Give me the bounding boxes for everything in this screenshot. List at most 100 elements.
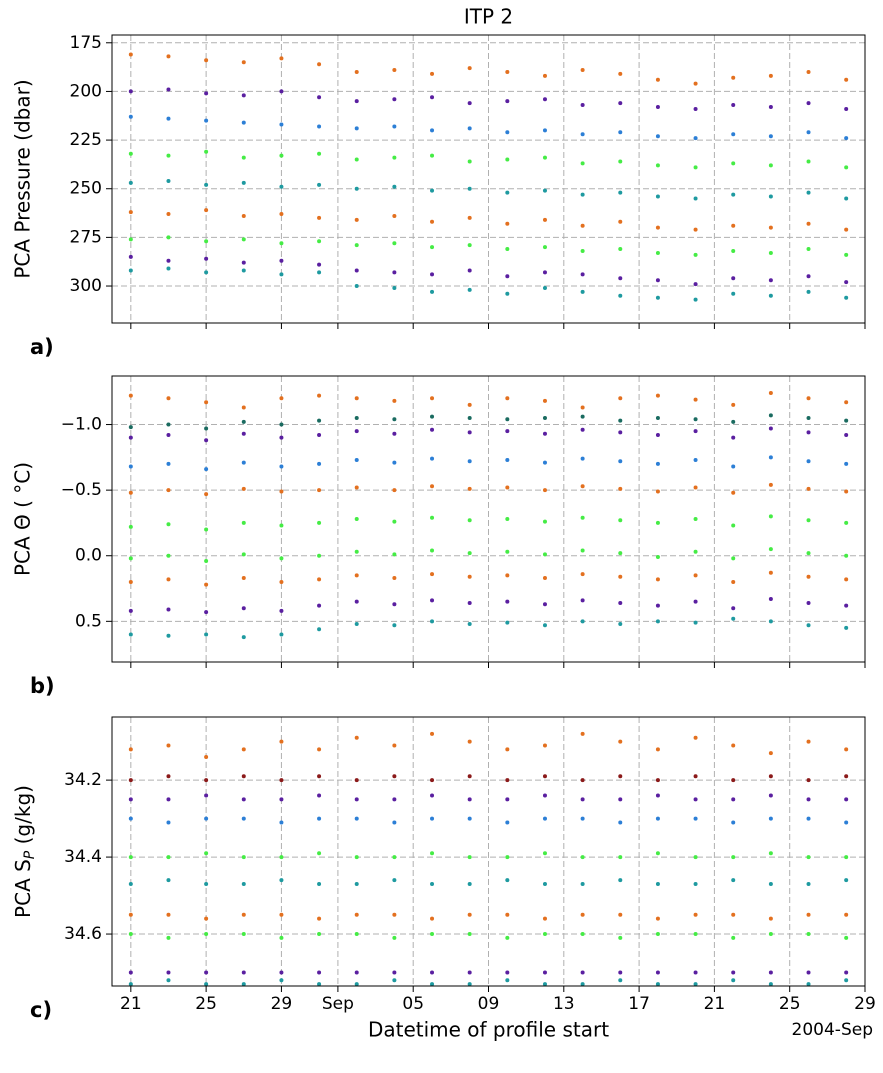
point [279,435,284,440]
point [693,227,698,232]
point [430,548,435,553]
point [430,816,435,821]
point [844,520,849,525]
point [166,522,171,527]
point [392,602,397,607]
y-axis-label: PCA SP (g/kg) [11,785,39,918]
point [354,621,359,626]
point [768,105,773,109]
point [542,217,547,222]
point [317,774,322,779]
point [467,774,472,779]
point [580,598,585,603]
point [430,272,435,277]
point [204,816,209,821]
point [354,217,359,222]
point [467,518,472,523]
point [542,623,547,628]
point [655,295,660,300]
point [166,235,171,240]
point [693,252,698,257]
point [693,797,698,802]
point [580,223,585,228]
point [731,797,736,802]
point [354,970,359,975]
point [806,221,811,226]
point [467,600,472,605]
point [354,69,359,74]
point [768,278,773,283]
point [166,912,171,917]
point [241,797,246,802]
point [392,519,397,524]
point [806,982,811,987]
point [505,855,510,860]
point [279,122,284,127]
point [655,77,660,82]
point [580,548,585,553]
x-tick-label: 13 [553,994,575,1014]
point [467,621,472,626]
point [844,252,849,257]
point [768,455,773,460]
point [317,393,322,398]
point [354,932,359,937]
point [204,632,209,637]
point [430,188,435,193]
point [542,916,547,921]
point [618,574,623,579]
point [542,519,547,524]
point [655,489,660,494]
point [317,182,322,187]
point [806,574,811,579]
point [542,270,547,275]
point [618,518,623,523]
point [204,793,209,798]
point [241,970,246,975]
point [806,415,811,420]
point [392,552,397,557]
point [580,970,585,975]
y-tick-label: −1.0 [61,415,102,435]
point [693,816,698,821]
point [844,577,849,582]
point [354,99,359,104]
point [768,597,773,602]
point [166,153,171,158]
point [768,851,773,856]
point [693,397,698,402]
point [806,855,811,860]
point [166,633,171,638]
point [241,260,246,265]
point [655,555,660,560]
point [392,398,397,403]
point [166,878,171,883]
point [392,820,397,825]
point [317,916,322,921]
point [844,820,849,825]
point [693,457,698,462]
point [655,461,660,466]
point [467,970,472,975]
point [354,882,359,887]
point [467,912,472,917]
point [430,484,435,489]
point [430,598,435,603]
point [279,878,284,883]
point [354,735,359,740]
point [204,256,209,261]
point [467,101,472,106]
point [806,289,811,294]
point [317,816,322,821]
point [467,982,472,987]
y-axis-label-part: PCA S [11,859,35,918]
point [618,935,623,940]
point [430,219,435,224]
point [392,623,397,628]
point [166,743,171,748]
point [354,157,359,162]
point [166,178,171,183]
point [430,128,435,133]
point [655,250,660,255]
point [392,978,397,983]
